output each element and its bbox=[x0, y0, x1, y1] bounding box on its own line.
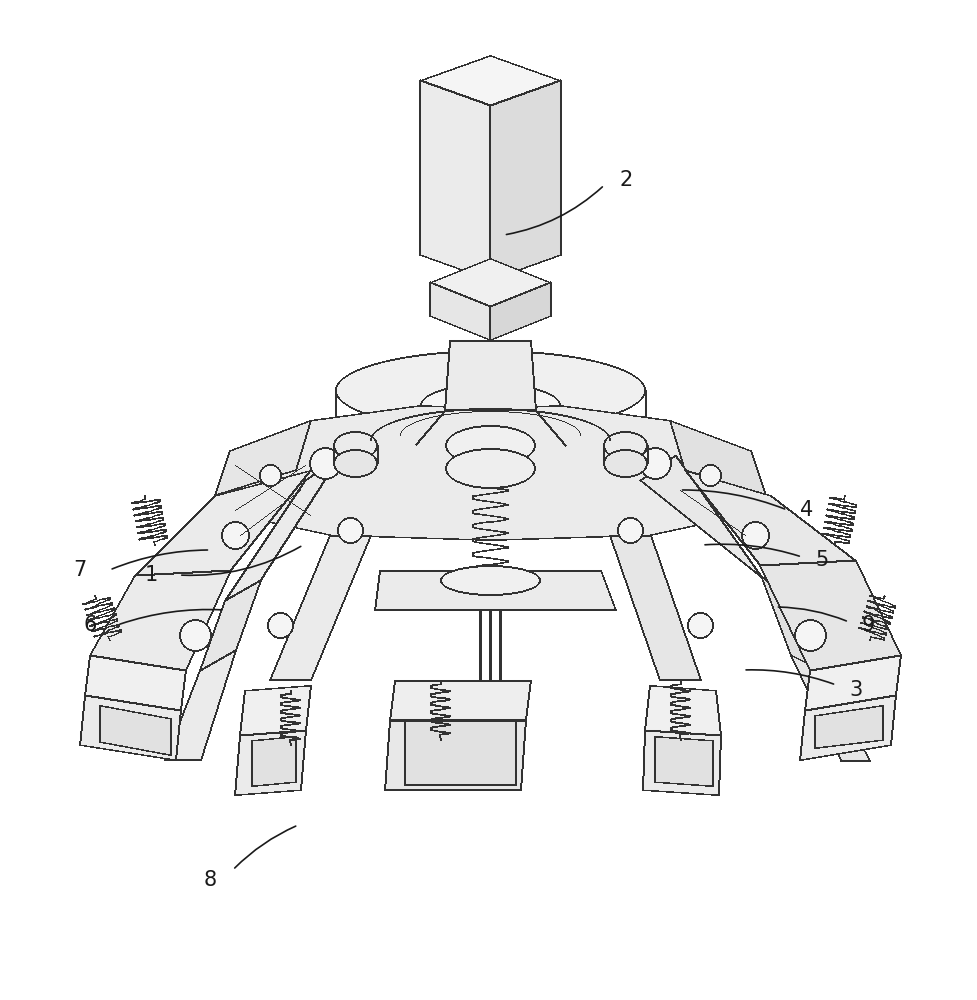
Text: 4: 4 bbox=[799, 500, 813, 520]
Text: 5: 5 bbox=[814, 550, 828, 570]
Text: 1: 1 bbox=[145, 565, 158, 585]
Text: 2: 2 bbox=[618, 170, 632, 190]
Text: 9: 9 bbox=[861, 615, 874, 635]
Text: 3: 3 bbox=[848, 680, 862, 700]
Text: 6: 6 bbox=[83, 615, 97, 635]
Text: 8: 8 bbox=[203, 870, 217, 890]
Text: 7: 7 bbox=[73, 560, 87, 580]
